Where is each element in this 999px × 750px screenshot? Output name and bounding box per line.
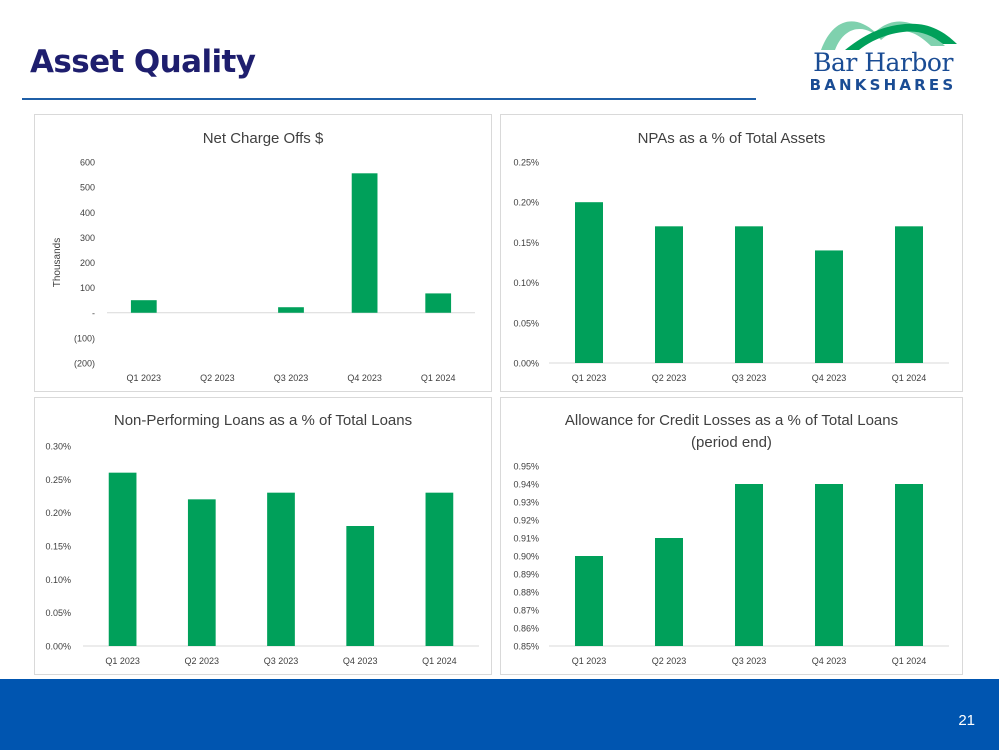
chart-panel-allowance: Allowance for Credit Losses as a % of To… bbox=[500, 397, 963, 675]
chart1-category-label: Q1 2024 bbox=[421, 373, 456, 383]
chart4-bar bbox=[655, 538, 683, 646]
chart3-category-label: Q3 2023 bbox=[264, 656, 299, 666]
chart1-bar bbox=[425, 293, 452, 313]
chart1-category-label: Q1 2023 bbox=[127, 373, 162, 383]
chart4-ytick-label: 0.85% bbox=[513, 642, 539, 652]
chart4-ytick-label: 0.92% bbox=[513, 516, 539, 526]
chart4-category-label: Q1 2024 bbox=[892, 656, 927, 666]
npl-chart: Non-Performing Loans as a % of Total Loa… bbox=[45, 412, 479, 666]
chart4-ytick-label: 0.90% bbox=[513, 552, 539, 562]
chart4-ytick-label: 0.87% bbox=[513, 606, 539, 616]
chart2-category-label: Q2 2023 bbox=[652, 373, 687, 383]
chart2-category-label: Q1 2023 bbox=[572, 373, 607, 383]
chart4-bar bbox=[735, 484, 763, 646]
chart3-category-label: Q1 2023 bbox=[105, 656, 140, 666]
chart3-bar bbox=[187, 499, 216, 646]
chart2-bar bbox=[815, 250, 843, 363]
chart3-title: Non-Performing Loans as a % of Total Loa… bbox=[114, 412, 412, 429]
chart3-bar bbox=[267, 492, 295, 646]
chart3-ytick-label: 0.20% bbox=[45, 508, 71, 518]
chart1-ytick-label: (200) bbox=[74, 359, 95, 369]
chart2-category-label: Q3 2023 bbox=[732, 373, 767, 383]
chart3-category-label: Q2 2023 bbox=[185, 656, 220, 666]
net-charge-offs-chart: Net Charge Offs $ (200) (100) - 100 200 300 400… bbox=[52, 130, 475, 383]
chart1-category-label: Q2 2023 bbox=[200, 373, 235, 383]
chart1-ytick-label: - bbox=[92, 308, 95, 318]
chart4-category-label: Q3 2023 bbox=[732, 656, 767, 666]
chart2-ytick-label: 0.15% bbox=[513, 238, 539, 248]
chart4-subtitle: (period end) bbox=[691, 434, 772, 451]
mountain-logo-icon bbox=[821, 21, 957, 50]
chart3-category-label: Q1 2024 bbox=[422, 656, 457, 666]
chart4-ytick-label: 0.89% bbox=[513, 570, 539, 580]
chart2-bar bbox=[895, 226, 923, 363]
chart2-ytick-label: 0.00% bbox=[513, 359, 539, 369]
chart4-ytick-label: 0.95% bbox=[513, 462, 539, 472]
chart3-category-label: Q4 2023 bbox=[343, 656, 378, 666]
chart4-category-label: Q1 2023 bbox=[572, 656, 607, 666]
chart4-ytick-label: 0.86% bbox=[513, 624, 539, 634]
chart3-ytick-label: 0.15% bbox=[45, 542, 71, 552]
footer-bar: 21 bbox=[0, 679, 999, 750]
chart3-ytick-label: 0.25% bbox=[45, 475, 71, 485]
chart1-ytick-label: 500 bbox=[80, 183, 95, 193]
chart-panel-npl: Non-Performing Loans as a % of Total Loa… bbox=[34, 397, 492, 675]
chart4-bar bbox=[815, 484, 843, 646]
chart1-ytick-label: 600 bbox=[80, 158, 95, 168]
chart4-category-label: Q4 2023 bbox=[812, 656, 847, 666]
chart3-bar bbox=[108, 472, 137, 646]
chart4-ytick-label: 0.93% bbox=[513, 498, 539, 508]
chart3-bar bbox=[346, 526, 375, 646]
chart2-ytick-label: 0.25% bbox=[513, 158, 539, 168]
chart1-ytick-label: (100) bbox=[74, 333, 95, 343]
npas-chart: NPAs as a % of Total Assets 0.00% 0.05% 0.1… bbox=[513, 130, 949, 383]
chart1-category-label: Q3 2023 bbox=[274, 373, 309, 383]
chart2-category-label: Q1 2024 bbox=[892, 373, 927, 383]
logo-text-bankshares: BANKSHARES bbox=[809, 76, 957, 94]
chart2-bar bbox=[575, 202, 603, 363]
chart1-ylabel: Thousands bbox=[52, 238, 63, 287]
chart2-ytick-label: 0.05% bbox=[513, 318, 539, 328]
logo-text-bar-harbor: Bar Harbor bbox=[813, 48, 953, 77]
chart1-category-label: Q4 2023 bbox=[347, 373, 382, 383]
chart2-bar bbox=[655, 226, 683, 363]
chart1-ytick-label: 100 bbox=[80, 283, 95, 293]
bar-harbor-logo: Bar Harbor BANKSHARES bbox=[793, 12, 973, 112]
page-number: 21 bbox=[958, 712, 975, 729]
chart1-bar bbox=[351, 173, 378, 313]
chart1-title: Net Charge Offs $ bbox=[203, 130, 324, 147]
chart1-bar bbox=[278, 307, 304, 313]
title-divider bbox=[22, 98, 756, 100]
chart3-ytick-label: 0.00% bbox=[45, 642, 71, 652]
chart4-category-label: Q2 2023 bbox=[652, 656, 687, 666]
chart1-ytick-label: 300 bbox=[80, 233, 95, 243]
chart3-bar bbox=[425, 492, 454, 646]
chart4-bar bbox=[575, 556, 603, 646]
chart3-ytick-label: 0.10% bbox=[45, 575, 71, 585]
chart-panel-net-charge-offs: Net Charge Offs $ (200) (100) - 100 200 300 400… bbox=[34, 114, 492, 392]
chart4-bar bbox=[895, 484, 923, 646]
chart2-ytick-label: 0.10% bbox=[513, 278, 539, 288]
chart2-category-label: Q4 2023 bbox=[812, 373, 847, 383]
chart2-title: NPAs as a % of Total Assets bbox=[638, 130, 826, 147]
chart4-title: Allowance for Credit Losses as a % of To… bbox=[565, 412, 898, 429]
slide-title: Asset Quality bbox=[30, 44, 256, 80]
allowance-chart: Allowance for Credit Losses as a % of To… bbox=[513, 412, 949, 666]
chart1-bar bbox=[130, 300, 157, 313]
chart3-ytick-label: 0.05% bbox=[45, 608, 71, 618]
chart-panel-npas: NPAs as a % of Total Assets 0.00% 0.05% 0.1… bbox=[500, 114, 963, 392]
chart4-ytick-label: 0.88% bbox=[513, 588, 539, 598]
chart3-ytick-label: 0.30% bbox=[45, 442, 71, 452]
chart1-ytick-label: 400 bbox=[80, 208, 95, 218]
chart2-ytick-label: 0.20% bbox=[513, 198, 539, 208]
chart4-ytick-label: 0.91% bbox=[513, 534, 539, 544]
chart1-ytick-label: 200 bbox=[80, 258, 95, 268]
chart4-ytick-label: 0.94% bbox=[513, 480, 539, 490]
chart2-bar bbox=[735, 226, 763, 363]
